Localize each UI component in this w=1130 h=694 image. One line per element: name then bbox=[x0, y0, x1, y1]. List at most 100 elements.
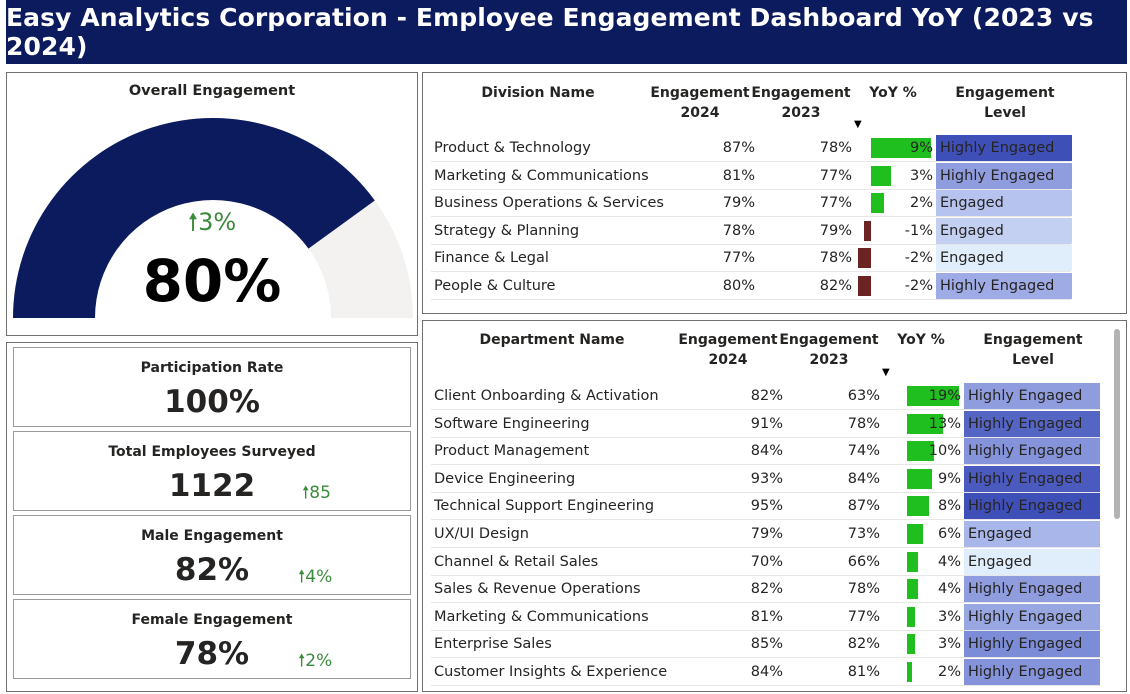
yoy-positive-bar bbox=[907, 524, 923, 544]
row-engagement-level: Highly Engaged bbox=[964, 603, 1100, 630]
table-row[interactable]: Enterprise Sales 85% 82% 3% Highly Engaged bbox=[431, 631, 1101, 659]
participation-rate-card[interactable]: Participation Rate 100% bbox=[13, 347, 411, 427]
kpi-value: 1122 bbox=[168, 468, 256, 504]
table-row[interactable]: Finance & Legal 77% 78% -2% Engaged bbox=[431, 245, 1072, 273]
department-table[interactable]: Department Name Engagement 2024 Engageme… bbox=[422, 320, 1127, 692]
male-engagement-card[interactable]: Male Engagement 82% 🠕4% bbox=[13, 515, 411, 595]
table-row[interactable]: People & Culture 80% 82% -2% Highly Engaged bbox=[431, 273, 1072, 300]
col-header-engagement-2024[interactable]: Engagement 2024 bbox=[650, 85, 750, 121]
table-row[interactable]: Customer Insights & Experience 84% 81% 2% Hi… bbox=[431, 659, 1101, 686]
table-row[interactable]: Technical Support Engineering 95% 87% 8% Hig… bbox=[431, 493, 1101, 521]
gauge-fill bbox=[13, 118, 375, 318]
col-header-yoy[interactable]: YoY % bbox=[897, 332, 945, 348]
table-row[interactable]: Strategy & Planning 78% 79% -1% Engaged bbox=[431, 217, 1072, 245]
row-engagement-2024: 81% bbox=[722, 167, 755, 184]
total-employees-card[interactable]: Total Employees Surveyed 1122 🠕85 bbox=[13, 431, 411, 511]
vertical-scrollbar[interactable] bbox=[1114, 329, 1120, 519]
row-engagement-level: Highly Engaged bbox=[964, 631, 1100, 658]
row-yoy: 19% bbox=[928, 388, 961, 404]
row-name: People & Culture bbox=[434, 278, 556, 294]
row-engagement-2024: 84% bbox=[750, 443, 783, 460]
kpi-delta: 🠕2% bbox=[298, 651, 333, 671]
row-engagement-level: Highly Engaged bbox=[964, 410, 1100, 437]
yoy-positive-bar bbox=[907, 606, 915, 627]
row-engagement-2024: 81% bbox=[750, 608, 783, 625]
row-engagement-2023: 82% bbox=[819, 278, 852, 294]
row-yoy: 8% bbox=[937, 498, 961, 515]
row-name: Technical Support Engineering bbox=[434, 498, 655, 515]
row-engagement-2023: 78% bbox=[847, 415, 880, 432]
row-name: Marketing & Communications bbox=[434, 608, 649, 625]
row-name: Sales & Revenue Operations bbox=[434, 581, 641, 598]
row-name: Product & Technology bbox=[434, 140, 591, 156]
yoy-positive-bar bbox=[907, 386, 959, 406]
yoy-positive-bar bbox=[871, 138, 931, 158]
table-row[interactable]: Marketing & Communications 81% 77% 3% Highly… bbox=[431, 162, 1072, 190]
row-engagement-2024: 77% bbox=[722, 250, 755, 267]
row-engagement-2023: 78% bbox=[819, 140, 852, 156]
col-header-engagement-2023[interactable]: Engagement 2023 bbox=[779, 332, 879, 368]
table-row[interactable]: Device Engineering 93% 84% 9% Highly Engaged bbox=[431, 465, 1101, 493]
yoy-negative-bar bbox=[858, 276, 871, 296]
table-row[interactable]: Business Operations & Services 79% 77% 2% En… bbox=[431, 190, 1072, 218]
col-header-engagement-level[interactable]: Engagement Level bbox=[955, 85, 1055, 121]
kpi-label: Participation Rate bbox=[140, 360, 284, 376]
row-engagement-2024: 93% bbox=[750, 470, 783, 487]
division-table[interactable]: Division Name Engagement 2024 Engagement… bbox=[422, 72, 1127, 314]
yoy-positive-bar bbox=[907, 468, 932, 489]
row-name: Customer Insights & Experience bbox=[434, 664, 668, 680]
row-name: Channel & Retail Sales bbox=[434, 553, 599, 570]
row-yoy: 9% bbox=[937, 470, 961, 487]
table-row[interactable]: Channel & Retail Sales 70% 66% 4% Engaged bbox=[431, 548, 1101, 576]
kpi-value: 100% bbox=[164, 384, 260, 420]
row-engagement-2024: 91% bbox=[750, 415, 783, 432]
row-engagement-2023: 63% bbox=[847, 388, 880, 404]
sort-desc-icon[interactable]: ▼ bbox=[882, 367, 890, 378]
row-yoy: 3% bbox=[937, 608, 961, 625]
row-engagement-2023: 87% bbox=[847, 498, 880, 515]
col-header-department-name[interactable]: Department Name bbox=[479, 332, 625, 348]
dashboard-title: Easy Analytics Corporation - Employee En… bbox=[6, 0, 1127, 64]
col-header-engagement-2024[interactable]: Engagement 2024 bbox=[678, 332, 778, 368]
row-engagement-2024: 78% bbox=[722, 222, 755, 239]
overall-engagement-card[interactable]: Overall Engagement 🠕3% 80% bbox=[6, 72, 418, 336]
row-engagement-level: Engaged bbox=[936, 245, 1072, 272]
table-row[interactable]: Software Engineering 91% 78% 13% Highly Enga… bbox=[431, 410, 1101, 438]
row-engagement-level: Highly Engaged bbox=[936, 162, 1072, 189]
row-name: Marketing & Communications bbox=[434, 167, 649, 184]
female-engagement-card[interactable]: Female Engagement 78% 🠕2% bbox=[13, 599, 411, 679]
yoy-positive-bar bbox=[907, 662, 912, 682]
table-row[interactable]: Marketing & Communications 81% 77% 3% Highly… bbox=[431, 603, 1101, 631]
table-row[interactable]: UX/UI Design 79% 73% 6% Engaged bbox=[431, 521, 1101, 548]
table-row[interactable]: Product Management 84% 74% 10% Highly Engage… bbox=[431, 438, 1101, 466]
col-header-engagement-level[interactable]: Engagement Level bbox=[983, 332, 1083, 368]
col-header-engagement-2023[interactable]: Engagement 2023 bbox=[751, 85, 851, 121]
gauge-title: Overall Engagement bbox=[128, 83, 296, 99]
row-yoy: -2% bbox=[904, 250, 933, 267]
row-engagement-2024: 95% bbox=[750, 498, 783, 515]
gauge-delta: 🠕3% bbox=[187, 208, 237, 236]
table-row[interactable]: Product & Technology 87% 78% 9% Highly Engag… bbox=[431, 135, 1072, 162]
kpi-panel: Participation Rate 100% Total Employees … bbox=[6, 342, 418, 692]
row-name: Client Onboarding & Activation bbox=[434, 388, 659, 404]
up-arrow-icon: 🠕 bbox=[302, 483, 310, 503]
yoy-positive-bar bbox=[871, 165, 891, 186]
row-yoy: -1% bbox=[904, 222, 933, 239]
table-row[interactable]: Client Onboarding & Activation 82% 63% 19% H… bbox=[431, 383, 1101, 410]
table-row[interactable]: Sales & Revenue Operations 82% 78% 4% Highly… bbox=[431, 576, 1101, 604]
row-yoy: 10% bbox=[928, 443, 961, 460]
row-engagement-2023: 77% bbox=[819, 195, 852, 212]
row-engagement-2023: 77% bbox=[819, 167, 852, 184]
row-name: Product Management bbox=[434, 443, 590, 460]
col-header-yoy[interactable]: YoY % bbox=[869, 85, 917, 101]
kpi-delta: 🠕85 bbox=[302, 483, 331, 503]
row-yoy: 2% bbox=[909, 195, 933, 212]
yoy-positive-bar bbox=[907, 579, 918, 600]
col-header-division-name[interactable]: Division Name bbox=[481, 85, 595, 101]
row-engagement-2023: 84% bbox=[847, 470, 880, 487]
sort-desc-icon[interactable]: ▼ bbox=[854, 119, 862, 130]
row-engagement-2024: 80% bbox=[722, 278, 755, 294]
yoy-positive-bar bbox=[907, 496, 929, 517]
yoy-positive-bar bbox=[907, 634, 915, 655]
row-yoy: 2% bbox=[937, 664, 961, 680]
